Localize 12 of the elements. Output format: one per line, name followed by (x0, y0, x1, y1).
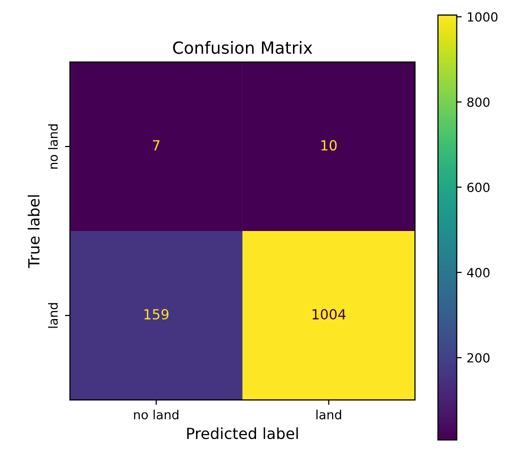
color-bar-label: 400 (467, 268, 490, 278)
chart-title: Confusion Matrix (173, 41, 312, 54)
y-axis-title: True label (28, 195, 40, 268)
data-label: 7 (152, 140, 160, 150)
color-bar-label: 1000 (468, 12, 498, 22)
data-label: 1004 (312, 309, 346, 320)
color-bar-label: 200 (467, 353, 490, 363)
data-label: 159 (144, 309, 168, 320)
data-label: 10 (321, 140, 337, 151)
color-bar-label: 600 (467, 182, 490, 192)
color-bar-label: 800 (467, 97, 490, 107)
x-axis-title: Predicted label (187, 427, 298, 440)
